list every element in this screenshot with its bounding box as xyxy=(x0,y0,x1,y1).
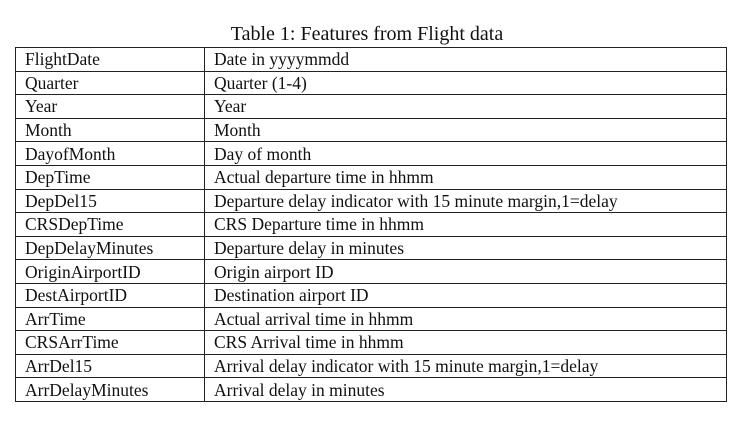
feature-name-cell: DepTime xyxy=(15,164,205,190)
feature-description-cell: Quarter (1-4) xyxy=(204,70,727,96)
feature-description-cell: Month xyxy=(204,117,727,143)
feature-description-cell: CRS Departure time in hhmm xyxy=(204,212,727,237)
feature-description-cell: Arrival delay in minutes xyxy=(204,377,727,402)
feature-name-cell: Year xyxy=(15,94,205,119)
table-caption: Table 1: Features from Flight data xyxy=(230,23,504,45)
feature-description-cell: Day of month xyxy=(204,141,727,166)
feature-name-cell: CRSArrTime xyxy=(15,330,205,355)
feature-name-cell: ArrTime xyxy=(15,306,205,332)
feature-name-cell: DepDel15 xyxy=(15,188,205,214)
feature-name-cell: CRSDepTime xyxy=(15,212,205,237)
feature-name-cell: DestAirportID xyxy=(15,282,205,308)
feature-name-cell: DayofMonth xyxy=(15,141,205,166)
feature-description-cell: Departure delay in minutes xyxy=(204,235,727,261)
feature-name-cell: OriginAirportID xyxy=(15,259,205,284)
table-row: CRSDepTime CRS Departure time in hhmm xyxy=(15,212,727,237)
table-row: FlightDate Date in yyyymmdd xyxy=(15,47,727,72)
feature-description-cell: Actual arrival time in hhmm xyxy=(204,306,727,332)
table-row: DayofMonth Day of month xyxy=(15,141,727,166)
table-row: DepTime Actual departure time in hhmm xyxy=(15,164,727,190)
feature-name-cell: Quarter xyxy=(15,70,205,96)
table-row: Year Year xyxy=(15,94,727,119)
table-row: DepDel15 Departure delay indicator with 1… xyxy=(15,188,727,214)
feature-name-cell: ArrDelayMinutes xyxy=(15,377,205,402)
table-row: ArrDel15 Arrival delay indicator with 15 … xyxy=(15,353,727,379)
table-row: DestAirportID Destination airport ID xyxy=(15,282,727,308)
feature-name-cell: ArrDel15 xyxy=(15,353,205,379)
feature-name-cell: DepDelayMinutes xyxy=(15,235,205,261)
features-table: FlightDate Date in yyyymmdd Quarter Quarter… xyxy=(15,47,727,402)
features-table-body: FlightDate Date in yyyymmdd Quarter Quarter… xyxy=(15,47,727,402)
table-row: ArrTime Actual arrival time in hhmm xyxy=(15,306,727,332)
feature-description-cell: Year xyxy=(204,94,727,119)
feature-description-cell: Actual departure time in hhmm xyxy=(204,164,727,190)
table-row: ArrDelayMinutes Arrival delay in minutes xyxy=(15,377,727,402)
feature-description-cell: Date in yyyymmdd xyxy=(204,47,727,72)
table-row: OriginAirportID Origin airport ID xyxy=(15,259,727,284)
feature-description-cell: Arrival delay indicator with 15 minute m… xyxy=(204,353,727,379)
feature-description-cell: Origin airport ID xyxy=(204,259,727,284)
table-row: Quarter Quarter (1-4) xyxy=(15,70,727,96)
feature-description-cell: Departure delay indicator with 15 minute… xyxy=(204,188,727,214)
feature-name-cell: Month xyxy=(15,117,205,143)
feature-description-cell: Destination airport ID xyxy=(204,282,727,308)
feature-name-cell: FlightDate xyxy=(15,47,205,72)
table-row: DepDelayMinutes Departure delay in minute… xyxy=(15,235,727,261)
table-row: CRSArrTime CRS Arrival time in hhmm xyxy=(15,330,727,355)
feature-description-cell: CRS Arrival time in hhmm xyxy=(204,330,727,355)
table-row: Month Month xyxy=(15,117,727,143)
